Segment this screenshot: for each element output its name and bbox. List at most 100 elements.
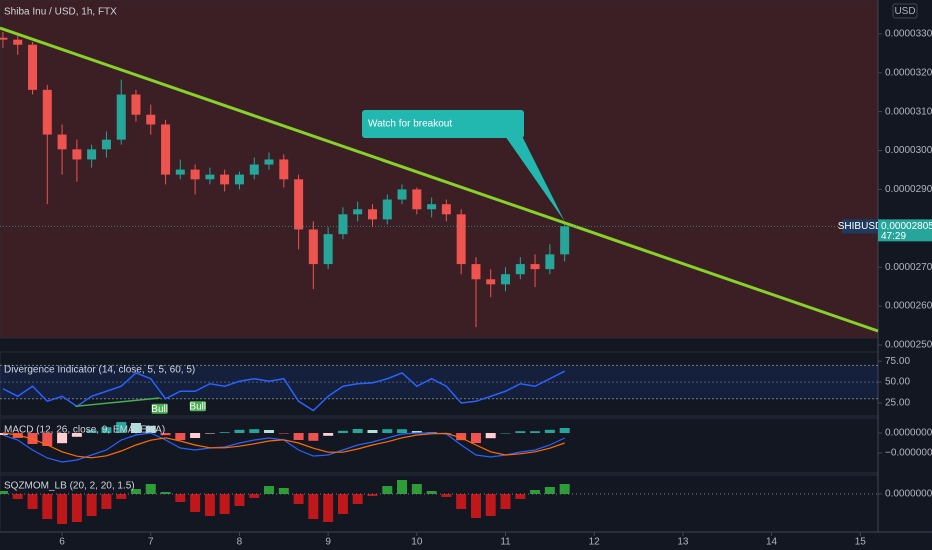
histogram-bar [337, 430, 348, 433]
momentum-bar [411, 484, 422, 494]
candle-body [486, 279, 496, 285]
candle-body [131, 94, 141, 115]
y-tick-label: 0.00000000 [885, 489, 932, 500]
histogram-bar [234, 429, 245, 433]
histogram-bar [278, 433, 289, 434]
momentum-bar [470, 494, 481, 518]
x-tick-label: 13 [677, 537, 689, 548]
last-price-bg [878, 219, 932, 242]
histogram-bar [470, 433, 481, 443]
candle-body [456, 214, 466, 265]
x-tick-label: 7 [148, 537, 154, 548]
candle-body [146, 114, 156, 125]
histogram-bar [382, 429, 393, 433]
candle-body [367, 209, 377, 220]
histogram-bar [219, 432, 230, 433]
y-tick-label: 50.00 [885, 377, 910, 388]
momentum-bar [559, 484, 570, 494]
candle-body [441, 204, 451, 215]
candle-body [382, 199, 392, 220]
momentum-bar [42, 494, 53, 519]
histogram-bar [145, 425, 156, 433]
candle-body [190, 169, 200, 180]
pane-background [0, 351, 879, 417]
histogram-bar [397, 429, 408, 433]
histogram-bar [175, 433, 186, 440]
histogram-bar [160, 433, 171, 436]
histogram-bar [116, 422, 127, 433]
momentum-bar [175, 494, 186, 502]
momentum-bar [485, 494, 496, 516]
candle-body [323, 234, 333, 265]
candle-body [57, 134, 67, 150]
candle-body [42, 89, 52, 135]
momentum-bar [160, 492, 171, 494]
histogram-bar [293, 433, 304, 440]
callout-text: Watch for breakout [368, 119, 452, 130]
candle-body [264, 159, 274, 165]
histogram-bar [204, 433, 215, 434]
x-tick-label: 8 [237, 537, 243, 548]
momentum-bar [337, 494, 348, 514]
histogram-bar [530, 431, 541, 433]
histogram-bar [323, 433, 334, 436]
momentum-bar [500, 494, 511, 509]
histogram-bar [485, 433, 496, 439]
y-tick-label: 75.00 [885, 356, 910, 367]
momentum-bar [293, 494, 304, 504]
candle-body [515, 264, 525, 275]
momentum-bar [530, 490, 541, 494]
momentum-bar [190, 494, 201, 512]
momentum-bar [145, 484, 156, 494]
momentum-bar [234, 494, 245, 506]
momentum-bar [130, 489, 141, 494]
currency-box [892, 3, 918, 19]
momentum-bar [441, 494, 452, 497]
momentum-bar [249, 494, 260, 498]
x-tick-label: 12 [589, 537, 601, 548]
candle-body [545, 254, 555, 270]
candle-body [72, 149, 82, 160]
candle-body [249, 164, 259, 175]
histogram-bar [515, 431, 526, 433]
indicator-title: MACD (12, 26, close, 9, EMA, EMA) [4, 425, 165, 436]
histogram-bar [500, 433, 511, 434]
bull-label-bg [189, 401, 206, 412]
candle-body [28, 44, 38, 90]
candle-body [427, 204, 437, 210]
momentum-bar [456, 494, 467, 509]
candle-body [13, 39, 23, 45]
candle-body [116, 94, 126, 140]
trendline [0, 26, 879, 333]
x-tick-label: 6 [59, 537, 65, 548]
momentum-bar [308, 494, 319, 519]
divergence-line [75, 397, 160, 408]
candle-body [205, 174, 215, 180]
momentum-bar [101, 494, 112, 509]
histogram-bar [263, 430, 274, 433]
histogram-bar [249, 429, 260, 433]
momentum-bar [382, 486, 393, 494]
momentum-bar [323, 494, 334, 522]
momentum-bar [426, 491, 437, 494]
momentum-bar [27, 494, 38, 509]
candle-body [338, 214, 348, 235]
candle-body [412, 189, 422, 210]
histogram-bar [411, 431, 422, 433]
price-axis [878, 0, 932, 532]
candle-body [353, 209, 363, 215]
histogram-bar [57, 433, 68, 444]
last-price-label: 0.00002805 [881, 221, 932, 232]
momentum-bar [0, 491, 8, 494]
momentum-bar [544, 487, 555, 494]
candle-body [0, 37, 8, 40]
histogram-bar [101, 427, 112, 433]
y-tick-label: 0.00000000 [885, 428, 932, 439]
candle-body [501, 274, 511, 285]
